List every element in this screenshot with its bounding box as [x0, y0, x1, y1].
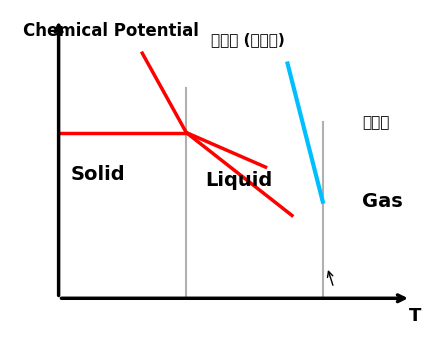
Text: Liquid: Liquid — [206, 172, 273, 190]
Text: 끓는점: 끓는점 — [362, 115, 390, 130]
Text: T: T — [409, 307, 421, 325]
Text: 상평형 (어는점): 상평형 (어는점) — [211, 32, 285, 47]
Text: Chemical Potential: Chemical Potential — [23, 22, 199, 40]
Text: Gas: Gas — [362, 192, 403, 211]
Text: Solid: Solid — [71, 165, 125, 183]
